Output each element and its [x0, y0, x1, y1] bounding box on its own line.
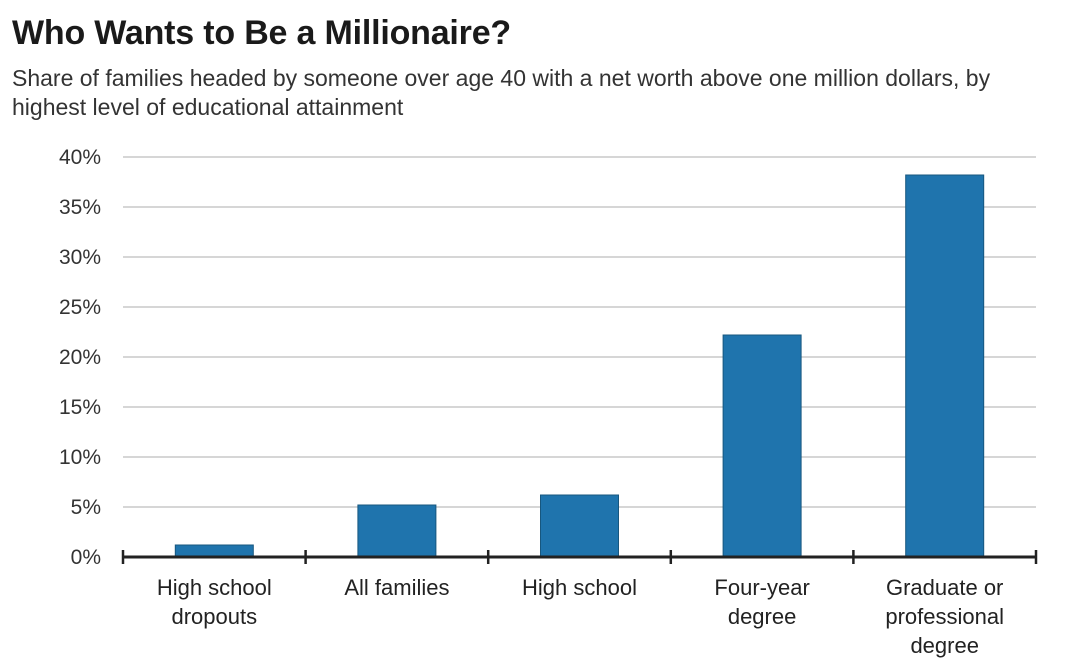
bar	[540, 494, 619, 558]
x-category-label: dropouts	[171, 604, 257, 629]
y-tick-label: 25%	[59, 296, 101, 319]
x-category-label: High school	[157, 575, 272, 600]
x-category-label: High school	[522, 575, 637, 600]
x-category-label: degree	[910, 633, 979, 658]
x-axis: High school dropouts All families High scho…	[121, 550, 1038, 658]
x-category-label: Graduate or	[886, 575, 1003, 600]
x-category-label: All families	[344, 575, 449, 600]
x-category-label: Four-year	[714, 575, 809, 600]
y-tick-label: 30%	[59, 246, 101, 269]
x-category-label: degree	[728, 604, 797, 629]
y-tick-label: 10%	[59, 446, 101, 469]
bar	[174, 544, 254, 558]
bar	[905, 174, 985, 558]
y-axis: 0% 5% 10% 15% 20% 25% 30% 35% 40%	[59, 146, 101, 569]
chart-title: Who Wants to Be a Millionaire?	[12, 14, 511, 52]
bar	[357, 504, 437, 558]
bar	[722, 334, 802, 558]
gridlines	[123, 156, 1036, 508]
bars	[174, 174, 985, 558]
y-tick-label: 0%	[71, 546, 101, 569]
y-tick-label: 40%	[59, 146, 101, 169]
y-tick-label: 15%	[59, 396, 101, 419]
x-category-label: professional	[885, 604, 1004, 629]
y-tick-label: 20%	[59, 346, 101, 369]
y-tick-label: 35%	[59, 196, 101, 219]
y-tick-label: 5%	[71, 496, 101, 519]
chart-subtitle: Share of families headed by someone over…	[12, 65, 991, 120]
